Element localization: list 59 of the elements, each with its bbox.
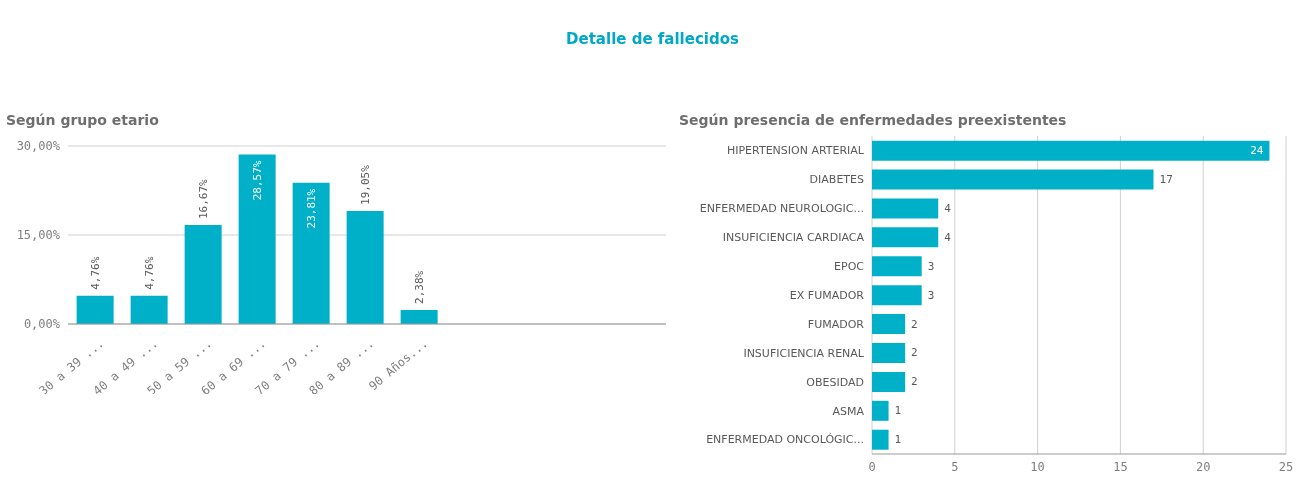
data-label: 2	[911, 346, 918, 360]
x-tick-label: 10	[1030, 459, 1045, 474]
y-tick-label: DIABETES	[809, 173, 865, 187]
data-label: 24	[1250, 144, 1264, 158]
data-label: 2	[911, 375, 918, 389]
data-label: 3	[927, 259, 935, 273]
data-label: 3	[927, 288, 935, 302]
bar	[184, 225, 222, 324]
bar	[872, 227, 939, 248]
bar	[872, 169, 1154, 190]
y-tick-label: INSUFICIENCIA RENAL	[743, 346, 865, 360]
x-tick-label: 5	[951, 459, 959, 474]
y-tick-label: EX FUMADOR	[789, 288, 865, 302]
bar	[872, 198, 939, 219]
bar	[238, 154, 276, 324]
bar	[130, 295, 168, 324]
bar	[872, 429, 889, 450]
bar	[872, 342, 906, 363]
data-label: 4,76%	[142, 256, 156, 290]
y-tick-label: 0,00%	[23, 317, 61, 332]
data-label: 28,57%	[250, 160, 264, 201]
bar	[872, 314, 906, 335]
bar	[76, 295, 114, 324]
y-tick-label: ENFERMEDAD ONCOLÓGIC...	[706, 433, 864, 447]
data-label: 2	[911, 317, 918, 331]
text: Detalle de fallecidos	[565, 30, 740, 48]
data-label: 19,05%	[358, 164, 372, 205]
data-label: 4	[944, 230, 952, 244]
bar	[872, 140, 1270, 161]
chart-title: Según grupo etario	[6, 112, 160, 130]
bar	[872, 371, 906, 392]
data-label: 4	[944, 201, 952, 215]
y-tick-label: EPOC	[834, 260, 865, 273]
y-tick-label: HIPERTENSION ARTERIAL	[726, 144, 865, 158]
y-tick-label: 15,00%	[16, 228, 61, 243]
x-tick-label: 0	[868, 459, 876, 474]
y-tick-label: OBESIDAD	[806, 375, 864, 389]
data-label: 16,67%	[196, 178, 210, 220]
bar	[346, 210, 384, 324]
bar	[872, 285, 922, 306]
x-tick-label: 15	[1113, 459, 1128, 474]
chart-title: Según presencia de enfermedades preexistentes	[679, 112, 1068, 130]
x-tick-label: 20	[1195, 459, 1211, 474]
bar	[292, 182, 330, 324]
y-tick-label: ASMA	[832, 404, 865, 418]
data-label: 1	[894, 404, 902, 418]
data-label: 4,76%	[88, 256, 102, 290]
data-label: 17	[1159, 173, 1173, 187]
x-tick-label: 25	[1278, 459, 1294, 474]
y-tick-label: ENFERMEDAD NEUROLOGIC...	[699, 202, 864, 216]
data-label: 1	[894, 433, 902, 447]
bar	[400, 309, 438, 324]
bar	[872, 400, 889, 421]
y-tick-label: FUMADOR	[807, 317, 865, 331]
data-label: 2,38%	[412, 270, 426, 304]
bar	[872, 256, 922, 277]
y-tick-label: INSUFICIENCIA CARDIACA	[722, 231, 865, 245]
y-tick-label: 30,00%	[16, 139, 61, 154]
data-label: 23,81%	[304, 188, 318, 229]
